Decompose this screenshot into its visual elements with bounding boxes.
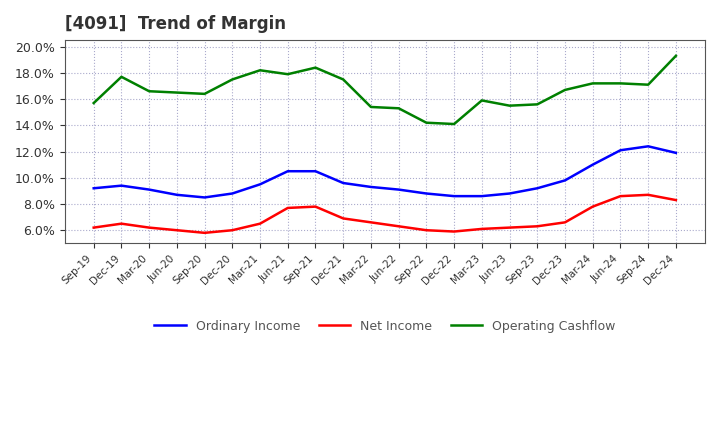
Operating Cashflow bbox=[561, 87, 570, 92]
Operating Cashflow bbox=[284, 72, 292, 77]
Operating Cashflow bbox=[145, 88, 153, 94]
Net Income bbox=[284, 205, 292, 211]
Net Income bbox=[395, 224, 403, 229]
Operating Cashflow bbox=[366, 104, 375, 110]
Net Income bbox=[533, 224, 541, 229]
Ordinary Income bbox=[89, 186, 98, 191]
Ordinary Income bbox=[145, 187, 153, 192]
Ordinary Income bbox=[256, 182, 264, 187]
Net Income bbox=[450, 229, 459, 234]
Net Income bbox=[505, 225, 514, 230]
Ordinary Income bbox=[311, 169, 320, 174]
Operating Cashflow bbox=[200, 91, 209, 96]
Net Income bbox=[366, 220, 375, 225]
Net Income bbox=[477, 226, 486, 231]
Net Income bbox=[228, 227, 237, 233]
Line: Ordinary Income: Ordinary Income bbox=[94, 147, 676, 198]
Net Income bbox=[616, 194, 625, 199]
Operating Cashflow bbox=[89, 100, 98, 106]
Net Income bbox=[311, 204, 320, 209]
Ordinary Income bbox=[117, 183, 126, 188]
Ordinary Income bbox=[588, 162, 597, 167]
Net Income bbox=[672, 198, 680, 203]
Operating Cashflow bbox=[339, 77, 348, 82]
Ordinary Income bbox=[395, 187, 403, 192]
Line: Operating Cashflow: Operating Cashflow bbox=[94, 56, 676, 124]
Ordinary Income bbox=[200, 195, 209, 200]
Ordinary Income bbox=[366, 184, 375, 190]
Ordinary Income bbox=[422, 191, 431, 196]
Operating Cashflow bbox=[173, 90, 181, 95]
Ordinary Income bbox=[477, 194, 486, 199]
Line: Net Income: Net Income bbox=[94, 195, 676, 233]
Net Income bbox=[644, 192, 652, 198]
Ordinary Income bbox=[505, 191, 514, 196]
Net Income bbox=[89, 225, 98, 230]
Ordinary Income bbox=[339, 180, 348, 186]
Operating Cashflow bbox=[477, 98, 486, 103]
Operating Cashflow bbox=[588, 81, 597, 86]
Ordinary Income bbox=[561, 178, 570, 183]
Operating Cashflow bbox=[450, 121, 459, 127]
Operating Cashflow bbox=[311, 65, 320, 70]
Ordinary Income bbox=[533, 186, 541, 191]
Operating Cashflow bbox=[422, 120, 431, 125]
Operating Cashflow bbox=[672, 53, 680, 59]
Net Income bbox=[173, 227, 181, 233]
Net Income bbox=[561, 220, 570, 225]
Operating Cashflow bbox=[505, 103, 514, 108]
Ordinary Income bbox=[450, 194, 459, 199]
Net Income bbox=[339, 216, 348, 221]
Operating Cashflow bbox=[616, 81, 625, 86]
Operating Cashflow bbox=[117, 74, 126, 80]
Ordinary Income bbox=[284, 169, 292, 174]
Net Income bbox=[200, 230, 209, 235]
Ordinary Income bbox=[228, 191, 237, 196]
Ordinary Income bbox=[672, 150, 680, 155]
Net Income bbox=[117, 221, 126, 226]
Legend: Ordinary Income, Net Income, Operating Cashflow: Ordinary Income, Net Income, Operating C… bbox=[149, 315, 621, 337]
Text: [4091]  Trend of Margin: [4091] Trend of Margin bbox=[65, 15, 286, 33]
Operating Cashflow bbox=[256, 68, 264, 73]
Ordinary Income bbox=[173, 192, 181, 198]
Net Income bbox=[145, 225, 153, 230]
Net Income bbox=[256, 221, 264, 226]
Operating Cashflow bbox=[228, 77, 237, 82]
Net Income bbox=[588, 204, 597, 209]
Ordinary Income bbox=[616, 147, 625, 153]
Operating Cashflow bbox=[395, 106, 403, 111]
Ordinary Income bbox=[644, 144, 652, 149]
Net Income bbox=[422, 227, 431, 233]
Operating Cashflow bbox=[533, 102, 541, 107]
Operating Cashflow bbox=[644, 82, 652, 87]
